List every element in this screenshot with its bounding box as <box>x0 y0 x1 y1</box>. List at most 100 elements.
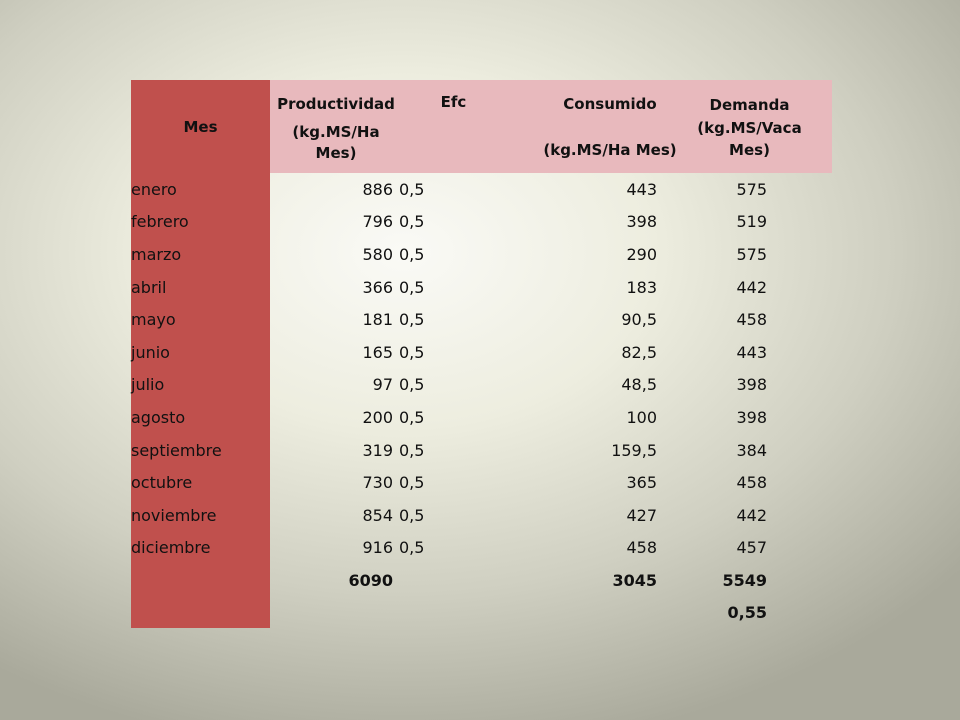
header-productividad-line1: Productividad <box>277 94 395 113</box>
cell-efc: 0,5 <box>399 342 425 362</box>
header-demanda-line1: Demanda <box>709 95 790 114</box>
cell-mes: julio <box>131 368 270 402</box>
cell-demanda: 457 <box>736 538 767 558</box>
header-consumido-line1: Consumido <box>563 94 657 113</box>
cell-mes: abril <box>131 270 270 304</box>
cell-demanda: 398 <box>736 375 767 395</box>
cell-consumido: 365 <box>626 473 657 493</box>
header-productividad: Productividad (kg.MS/Ha Mes) <box>270 80 396 173</box>
cell-mes: junio <box>131 335 270 369</box>
cell-efc: 0,5 <box>399 440 425 460</box>
ratio-efc-cell <box>396 596 533 628</box>
cell-efc: 0,5 <box>399 505 425 525</box>
table-row: noviembre 854 0,5 427 442 <box>131 498 832 532</box>
cell-consumido: 100 <box>626 407 657 427</box>
cell-mes: octubre <box>131 466 270 499</box>
cell-productividad: 319 <box>362 440 393 460</box>
cell-mes: mayo <box>131 303 270 336</box>
total-demanda: 5549 <box>722 570 767 590</box>
ratio-row: 0,55 <box>131 596 832 629</box>
cell-consumido: 443 <box>626 179 657 199</box>
total-productividad: 6090 <box>348 570 393 590</box>
cell-consumido: 159,5 <box>611 440 657 460</box>
cell-demanda: 458 <box>736 310 767 330</box>
cell-demanda: 519 <box>736 212 767 232</box>
header-productividad-line3: Mes) <box>315 143 357 162</box>
cell-demanda: 458 <box>736 473 767 493</box>
ratio-productividad-cell <box>270 596 396 628</box>
header-consumido: Consumido (kg.MS/Ha Mes) <box>533 80 693 173</box>
header-demanda: Demanda (kg.MS/Vaca Mes) <box>693 80 832 173</box>
cell-productividad: 97 <box>372 375 393 395</box>
cell-mes: febrero <box>131 205 270 239</box>
header-consumido-line2: (kg.MS/Ha Mes) <box>543 140 677 159</box>
cell-consumido: 82,5 <box>621 342 657 362</box>
table-body: enero 886 0,5 443 575 febrero 796 0,5 398 519 marz… <box>131 173 832 629</box>
cell-mes: agosto <box>131 401 270 434</box>
cell-efc: 0,5 <box>399 375 425 395</box>
cell-demanda: 398 <box>736 407 767 427</box>
table-row: febrero 796 0,5 398 519 <box>131 205 832 239</box>
cell-demanda: 443 <box>736 342 767 362</box>
cell-mes: noviembre <box>131 498 270 532</box>
cell-consumido: 458 <box>626 538 657 558</box>
ratio-mes-cell <box>131 596 270 629</box>
ratio-demanda: 0,55 <box>727 602 767 622</box>
cell-efc: 0,5 <box>399 277 425 297</box>
cell-productividad: 886 <box>362 179 393 199</box>
cell-demanda: 442 <box>736 277 767 297</box>
header-productividad-line2: (kg.MS/Ha <box>292 122 380 141</box>
table-row: diciembre 916 0,5 458 457 <box>131 531 832 565</box>
totals-mes-cell <box>131 564 270 597</box>
table-row: octubre 730 0,5 365 458 <box>131 466 832 499</box>
cell-productividad: 580 <box>362 244 393 264</box>
table-row: septiembre 319 0,5 159,5 384 <box>131 433 832 467</box>
cell-productividad: 366 <box>362 277 393 297</box>
cell-productividad: 796 <box>362 212 393 232</box>
header-row: Mes Productividad (kg.MS/Ha Mes) Efc Con… <box>131 80 832 173</box>
cell-consumido: 427 <box>626 505 657 525</box>
cell-mes: marzo <box>131 238 270 271</box>
cell-productividad: 181 <box>362 310 393 330</box>
cell-demanda: 442 <box>736 505 767 525</box>
totals-efc-cell <box>396 564 533 596</box>
cell-productividad: 165 <box>362 342 393 362</box>
cell-demanda: 575 <box>736 179 767 199</box>
totals-row: 6090 3045 5549 <box>131 564 832 597</box>
header-demanda-line3: Mes) <box>729 140 770 159</box>
cell-efc: 0,5 <box>399 244 425 264</box>
cell-mes: diciembre <box>131 531 270 565</box>
header-demanda-line2: (kg.MS/Vaca <box>697 118 802 137</box>
cell-consumido: 48,5 <box>621 375 657 395</box>
data-table: Mes Productividad (kg.MS/Ha Mes) Efc Con… <box>131 80 832 629</box>
cell-efc: 0,5 <box>399 310 425 330</box>
cell-productividad: 730 <box>362 473 393 493</box>
cell-consumido: 183 <box>626 277 657 297</box>
cell-efc: 0,5 <box>399 179 425 199</box>
cell-efc: 0,5 <box>399 538 425 558</box>
table-row: julio 97 0,5 48,5 398 <box>131 368 832 402</box>
cell-productividad: 854 <box>362 505 393 525</box>
table-row: enero 886 0,5 443 575 <box>131 173 832 206</box>
total-consumido: 3045 <box>612 570 657 590</box>
ratio-consumido-cell <box>533 596 693 628</box>
cell-efc: 0,5 <box>399 212 425 232</box>
table-row: agosto 200 0,5 100 398 <box>131 401 832 434</box>
cell-demanda: 575 <box>736 244 767 264</box>
cell-consumido: 90,5 <box>621 310 657 330</box>
table-row: abril 366 0,5 183 442 <box>131 270 832 304</box>
cell-productividad: 916 <box>362 538 393 558</box>
cell-mes: septiembre <box>131 433 270 467</box>
cell-efc: 0,5 <box>399 473 425 493</box>
cell-productividad: 200 <box>362 407 393 427</box>
cell-consumido: 290 <box>626 244 657 264</box>
cell-consumido: 398 <box>626 212 657 232</box>
cell-efc: 0,5 <box>399 407 425 427</box>
cell-mes: enero <box>131 173 270 206</box>
table-row: mayo 181 0,5 90,5 458 <box>131 303 832 336</box>
header-mes: Mes <box>131 80 270 173</box>
header-efc: Efc <box>396 80 533 173</box>
table-row: marzo 580 0,5 290 575 <box>131 238 832 271</box>
cell-demanda: 384 <box>736 440 767 460</box>
table-row: junio 165 0,5 82,5 443 <box>131 335 832 369</box>
